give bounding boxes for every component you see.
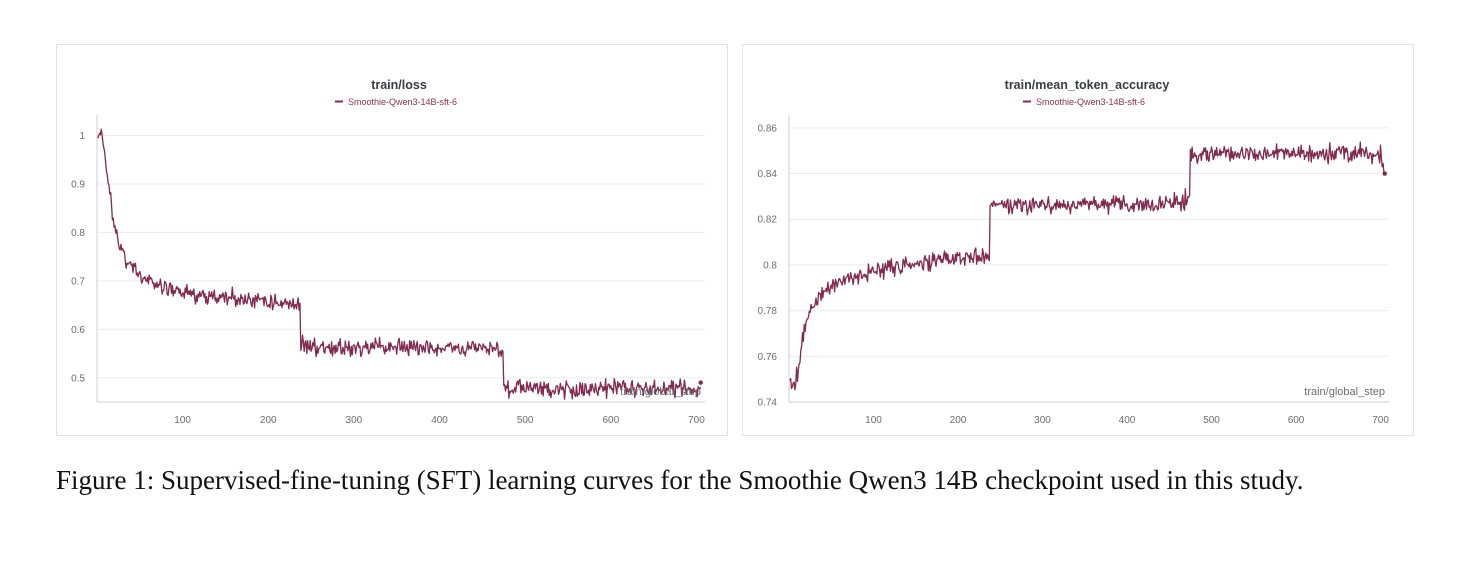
x-axis-label: train/global_step xyxy=(1304,386,1385,398)
x-tick-label: 700 xyxy=(688,415,705,426)
legend: Smoothie-Qwen3-14B-sft-6 xyxy=(335,97,457,107)
y-tick-label: 0.6 xyxy=(71,325,85,336)
y-tick-label: 1 xyxy=(79,131,85,142)
chart-title: train/mean_token_accuracy xyxy=(1005,78,1170,92)
x-tick-label: 200 xyxy=(260,415,277,426)
y-tick-label: 0.86 xyxy=(758,123,778,134)
y-tick-label: 0.9 xyxy=(71,179,85,190)
x-tick-label: 500 xyxy=(1203,415,1220,426)
x-tick-label: 300 xyxy=(1034,415,1051,426)
x-tick-label: 100 xyxy=(174,415,191,426)
x-tick-label: 300 xyxy=(346,415,363,426)
x-tick-label: 400 xyxy=(431,415,448,426)
y-tick-label: 0.74 xyxy=(758,398,778,409)
y-tick-label: 0.8 xyxy=(763,260,777,271)
x-tick-label: 400 xyxy=(1119,415,1136,426)
legend: Smoothie-Qwen3-14B-sft-6 xyxy=(1023,97,1145,107)
figure-caption: Figure 1: Supervised-fine-tuning (SFT) l… xyxy=(56,465,1304,495)
chart-loss: train/loss Smoothie-Qwen3-14B-sft-6 0.5 0.6… xyxy=(71,78,705,426)
y-tick-label: 0.5 xyxy=(71,373,85,384)
x-tick-label: 500 xyxy=(517,415,534,426)
series-end-marker xyxy=(698,380,703,385)
chart-accuracy: train/mean_token_accuracy Smoothie-Qwen3-… xyxy=(758,78,1390,426)
y-tick-label: 0.76 xyxy=(758,352,778,363)
chart-panel-accuracy: train/mean_token_accuracy Smoothie-Qwen3-… xyxy=(742,44,1414,436)
legend-label: Smoothie-Qwen3-14B-sft-6 xyxy=(1036,97,1145,107)
x-tick-label: 200 xyxy=(950,415,967,426)
y-tick-label: 0.82 xyxy=(758,215,778,226)
y-tick-label: 0.78 xyxy=(758,306,778,317)
chart-panel-loss: train/loss Smoothie-Qwen3-14B-sft-6 0.5 0.6… xyxy=(56,44,728,436)
y-tick-label: 0.84 xyxy=(758,169,778,180)
y-tick-label: 0.7 xyxy=(71,276,85,287)
y-tick-label: 0.8 xyxy=(71,228,85,239)
x-tick-label: 100 xyxy=(865,415,882,426)
series-line xyxy=(97,128,702,400)
x-tick-label: 600 xyxy=(1288,415,1305,426)
x-tick-label: 600 xyxy=(602,415,619,426)
x-tick-label: 700 xyxy=(1372,415,1389,426)
x-axis-label: train/global_step xyxy=(620,386,701,398)
series-line xyxy=(789,141,1386,391)
legend-label: Smoothie-Qwen3-14B-sft-6 xyxy=(348,97,457,107)
series-end-marker xyxy=(1382,171,1387,176)
chart-title: train/loss xyxy=(371,78,427,92)
